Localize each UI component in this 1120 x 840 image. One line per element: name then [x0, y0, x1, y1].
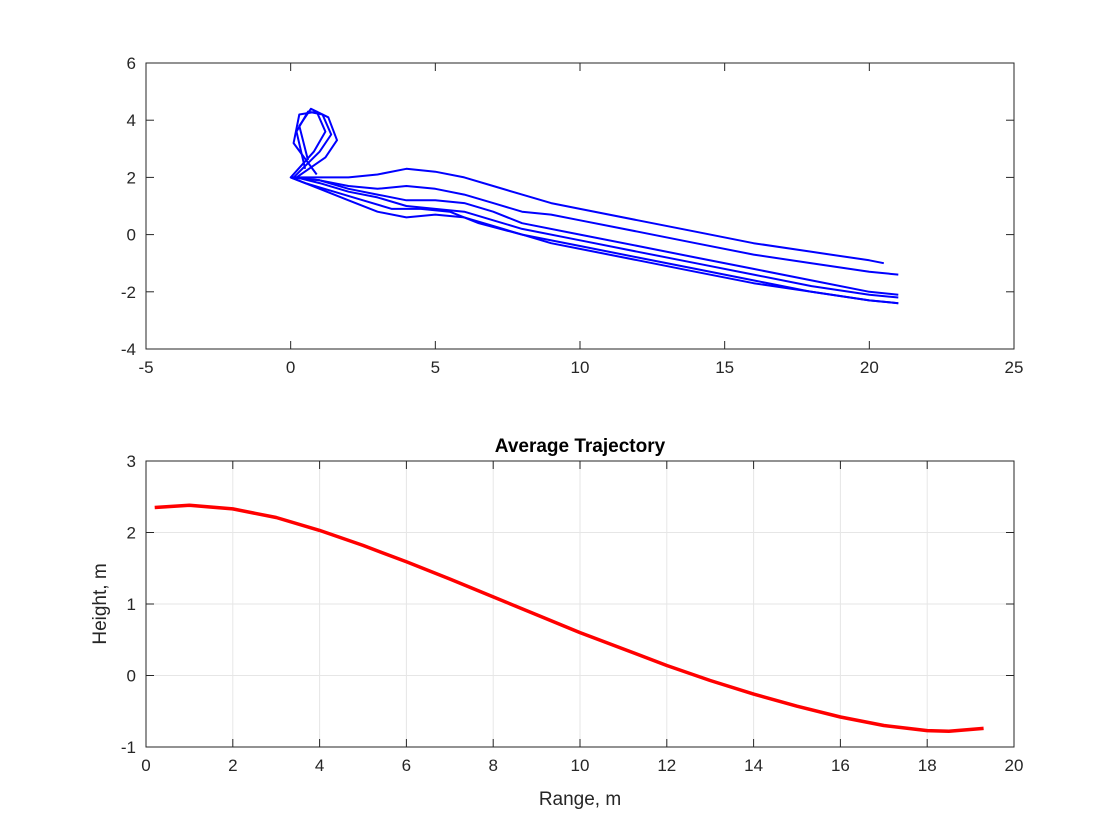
x-tick-label: 0 [141, 756, 150, 775]
y-tick-label: -2 [121, 283, 136, 302]
x-tick-label: 10 [571, 756, 590, 775]
x-tick-label: 20 [860, 358, 879, 377]
x-tick-label: 6 [402, 756, 411, 775]
x-tick-label: 18 [918, 756, 937, 775]
x-tick-label: 5 [431, 358, 440, 377]
series-line-0 [289, 110, 899, 305]
x-tick-label: 12 [657, 756, 676, 775]
x-tick-label: -5 [138, 358, 153, 377]
series-line-3 [290, 176, 899, 276]
y-tick-label: 4 [127, 111, 136, 130]
plot-area [146, 63, 1014, 349]
series-line-2 [290, 176, 899, 305]
x-tick-label: 16 [831, 756, 850, 775]
series-line-4 [290, 167, 884, 265]
x-tick-label: 15 [715, 358, 734, 377]
y-tick-label: 2 [127, 524, 136, 543]
y-tick-label: 2 [127, 168, 136, 187]
y-tick-label: 0 [127, 226, 136, 245]
x-tick-label: 2 [228, 756, 237, 775]
x-tick-label: 25 [1005, 358, 1024, 377]
x-tick-label: 4 [315, 756, 324, 775]
y-axis-label: Height, m [90, 563, 111, 644]
y-tick-label: -4 [121, 340, 136, 359]
x-tick-label: 0 [286, 358, 295, 377]
x-tick-label: 8 [488, 756, 497, 775]
y-tick-label: 0 [127, 667, 136, 686]
x-tick-label: 10 [571, 358, 590, 377]
x-tick-label: 14 [744, 756, 763, 775]
top-axes: -5 0 5 10 15 20 25 -4 -2 0 2 4 6 [121, 54, 1024, 377]
x-axis-label: Range, m [539, 789, 621, 810]
y-tick-label: 6 [127, 54, 136, 73]
x-tick-label: 20 [1005, 756, 1024, 775]
series-line-0 [154, 503, 984, 734]
y-tick-label: 3 [127, 452, 136, 471]
series-line-1 [292, 110, 899, 296]
series-line-5 [295, 107, 899, 299]
y-tick-label: -1 [121, 738, 136, 757]
chart-title: Average Trajectory [495, 436, 666, 457]
y-tick-label: 1 [127, 595, 136, 614]
